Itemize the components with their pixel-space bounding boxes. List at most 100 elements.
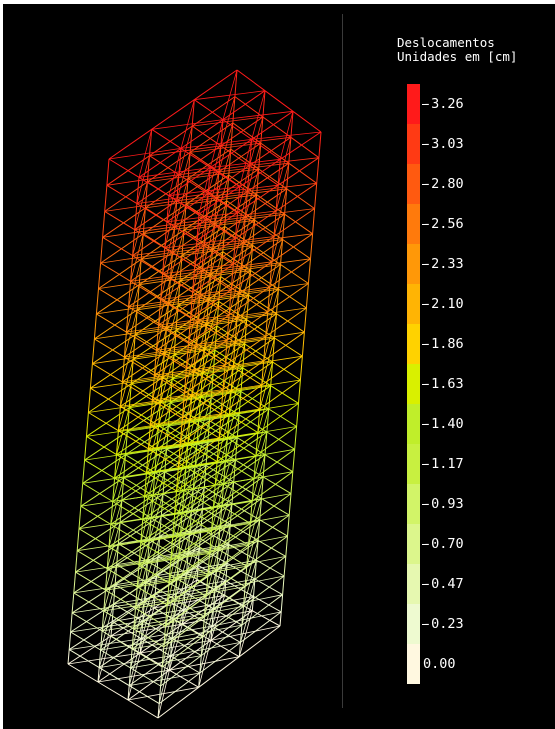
beam <box>193 488 223 507</box>
column <box>271 236 275 262</box>
beam <box>198 656 240 688</box>
beam <box>149 155 180 176</box>
beam <box>148 448 179 468</box>
beam <box>251 138 281 160</box>
column <box>266 408 270 433</box>
slab-brace <box>170 229 185 279</box>
beam <box>168 552 210 584</box>
beam <box>160 299 191 319</box>
column <box>149 129 153 156</box>
beam <box>205 565 248 597</box>
beam <box>222 360 264 391</box>
beam <box>265 307 307 337</box>
column <box>236 414 240 438</box>
beam <box>247 191 277 212</box>
column <box>210 626 213 641</box>
beam <box>244 343 273 363</box>
column <box>119 381 123 407</box>
column <box>288 493 292 516</box>
legend-tick <box>422 384 426 385</box>
column <box>86 412 89 437</box>
legend-tick <box>422 304 426 305</box>
column <box>173 599 176 620</box>
beam <box>136 309 167 329</box>
slab-brace <box>196 193 209 241</box>
legend-tick <box>422 464 426 465</box>
column <box>199 655 202 674</box>
beam <box>226 311 269 341</box>
column <box>261 360 265 386</box>
beam <box>203 245 234 265</box>
column <box>282 214 286 240</box>
beam <box>164 247 195 267</box>
beam <box>105 589 136 609</box>
slab-brace <box>214 544 230 590</box>
column <box>110 501 114 525</box>
beam <box>257 539 287 557</box>
beam <box>260 142 290 164</box>
slab-brace <box>186 528 202 574</box>
beam <box>185 203 215 225</box>
beam <box>118 543 148 562</box>
beam <box>108 546 140 566</box>
column <box>113 584 116 604</box>
beam <box>234 313 277 343</box>
slab-brace <box>192 245 205 293</box>
legend-value-label: -2.33 <box>423 256 464 272</box>
beam <box>164 352 195 372</box>
column <box>216 437 220 462</box>
slab-brace <box>209 119 224 168</box>
legend-value-label: -1.86 <box>423 336 464 352</box>
column <box>145 561 149 583</box>
column <box>203 596 207 617</box>
column <box>199 271 203 297</box>
beam <box>237 437 266 456</box>
column <box>221 483 225 507</box>
column <box>275 185 279 212</box>
beam <box>110 494 154 525</box>
slab-brace <box>182 371 195 419</box>
beam <box>238 292 269 313</box>
beam <box>166 221 198 241</box>
slab-brace <box>251 454 266 502</box>
slab-brace <box>142 507 214 520</box>
column <box>307 258 311 284</box>
beam <box>267 283 309 313</box>
beam <box>198 186 240 215</box>
beam <box>146 472 177 492</box>
slab-brace <box>222 342 236 390</box>
beam <box>132 255 163 275</box>
beam <box>170 655 201 674</box>
beam <box>110 607 155 637</box>
column <box>108 524 112 547</box>
beam <box>150 517 181 536</box>
beam <box>233 236 275 265</box>
beam <box>178 527 221 558</box>
structure-viewport[interactable] <box>3 4 343 729</box>
beam <box>236 317 266 337</box>
slab-brace <box>178 510 192 558</box>
beam <box>218 548 248 567</box>
slab-brace <box>145 536 161 583</box>
beam <box>235 210 277 240</box>
slab-brace <box>192 443 209 490</box>
slab-brace <box>199 248 213 297</box>
beam <box>136 556 179 588</box>
column <box>166 582 170 605</box>
beam <box>257 402 299 434</box>
column <box>93 313 97 339</box>
slab-brace <box>226 293 240 341</box>
beam <box>242 367 271 387</box>
slab-brace <box>116 407 130 455</box>
slab-brace <box>174 178 189 227</box>
displacement-model-3d[interactable] <box>3 4 343 729</box>
beam <box>127 699 159 719</box>
beam <box>138 255 183 286</box>
beam <box>170 248 213 279</box>
slab-brace <box>100 603 114 651</box>
column <box>292 449 296 472</box>
beam <box>159 535 189 554</box>
beam <box>180 147 211 169</box>
column <box>194 443 198 467</box>
slab-brace <box>248 498 262 546</box>
